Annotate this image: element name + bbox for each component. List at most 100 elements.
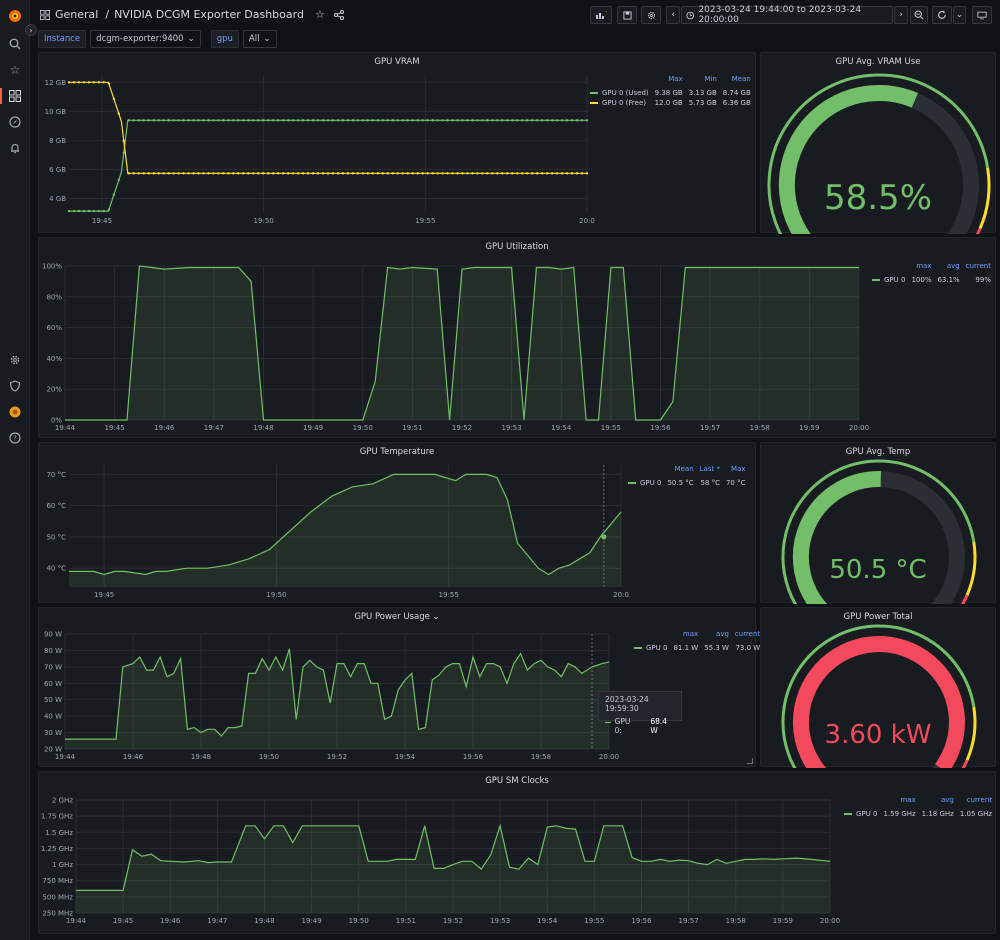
gpu-vram-panel[interactable]: GPU VRAM 4 GB 6 GB 8 GB 10 GB 12 GB 19:45 19:5… <box>38 52 756 233</box>
legend-series-name: GPU 0 <box>640 479 662 487</box>
configuration-gear-icon[interactable] <box>7 352 23 368</box>
x-tick-label: 19:58 <box>531 753 551 761</box>
legend-row[interactable]: GPU 0 1.59 GHz 1.18 GHz 1.05 GHz <box>841 809 995 819</box>
legend-row[interactable]: GPU 0 81.1 W 55.3 W 73.0 W <box>631 643 763 653</box>
zoom-out-icon <box>914 10 924 20</box>
dashboard-settings-button[interactable] <box>641 6 661 24</box>
refresh-button[interactable] <box>932 6 952 24</box>
sidebar-expand-button[interactable]: › <box>25 24 37 36</box>
series-point <box>217 172 220 175</box>
series-point <box>560 172 564 175</box>
series-point <box>346 172 350 175</box>
time-range-picker[interactable]: 2023-03-24 19:44:00 to 2023-03-24 20:00:… <box>681 5 893 25</box>
series-point <box>127 172 130 175</box>
time-shift-forward-button[interactable]: › <box>894 6 908 24</box>
gpu-vram-chart[interactable]: 4 GB 6 GB 8 GB 10 GB 12 GB 19:45 19:50 19:55 20:… <box>39 53 757 234</box>
legend-header[interactable]: current <box>966 796 993 804</box>
tv-mode-button[interactable] <box>972 6 992 24</box>
series-point <box>102 81 106 84</box>
legend-header[interactable]: max <box>916 262 932 270</box>
legend-header[interactable]: Last * <box>699 465 720 473</box>
gpu-utilization-chart[interactable]: 0% 20% 40% 60% 80% 100% 19:44 19:45 19:46 19:47 19… <box>39 238 997 439</box>
y-tick-label: 1.5 GHz <box>45 829 73 837</box>
explore-icon[interactable] <box>7 114 23 130</box>
series-point <box>486 119 489 122</box>
legend-header[interactable]: Mean <box>731 75 751 83</box>
legend-value: 50.5 °C <box>667 479 694 487</box>
legend-row[interactable]: GPU 0 (Free) 12.0 GB 5.73 GB 6.36 GB <box>587 98 754 108</box>
series-point <box>316 119 320 122</box>
series-point <box>550 119 554 122</box>
gpu-utilization-panel[interactable]: GPU Utilization 0% 20% 40% 60% 80% 100% 19:44 1… <box>38 237 996 438</box>
series-point <box>222 172 225 175</box>
starred-icon[interactable]: ☆ <box>9 63 21 77</box>
dashboard-title[interactable]: NVIDIA DCGM Exporter Dashboard <box>114 8 304 21</box>
series-point <box>82 81 86 84</box>
series-area <box>65 648 609 749</box>
breadcrumb-folder[interactable]: General <box>55 8 99 21</box>
shield-icon[interactable] <box>7 378 23 394</box>
series-point <box>540 119 544 122</box>
series-area <box>65 266 859 420</box>
legend-header[interactable]: Max <box>668 75 683 83</box>
y-tick-label: 12 GB <box>45 79 67 87</box>
legend-header[interactable]: avg <box>940 796 954 804</box>
share-icon[interactable] <box>333 9 344 20</box>
series-point <box>272 172 275 175</box>
series-point <box>182 119 185 122</box>
y-tick-label: 70 °C <box>46 471 66 479</box>
zoom-out-button[interactable] <box>910 6 928 24</box>
chevron-down-icon[interactable]: ⌄ <box>432 612 440 622</box>
series-point <box>202 172 205 175</box>
x-tick-label: 20:0 <box>579 217 595 225</box>
panel-resize-handle[interactable] <box>747 758 753 764</box>
legend-row[interactable]: GPU 0 50.5 °C 58 °C 70 °C <box>625 478 749 488</box>
series-point <box>132 172 135 175</box>
gpu-sm-clocks-chart[interactable]: 250 MHz 500 MHz 750 MHz 1 GHz 1.25 GHz 1.5 GH… <box>39 772 997 935</box>
series-point <box>416 119 419 122</box>
refresh-interval-dropdown[interactable]: ⌄ <box>953 6 966 24</box>
search-icon[interactable] <box>7 36 23 52</box>
legend-header[interactable]: max <box>900 796 916 804</box>
gpu-power-usage-panel[interactable]: GPU Power Usage ⌄ 20 W 30 W 40 W 50 W 60 W 70… <box>38 607 760 768</box>
series-point <box>446 172 449 175</box>
series-point <box>351 119 355 122</box>
series-point <box>137 172 140 175</box>
gpu-temperature-panel[interactable]: GPU Temperature 40 °C 50 °C 60 °C 70 °C 19:4… <box>38 442 756 603</box>
x-tick-label: 19:45 <box>92 217 112 225</box>
legend-header[interactable]: avg <box>716 630 729 638</box>
gpu-power-total-gauge-panel[interactable]: GPU Power Total 3.60 kW <box>760 607 996 768</box>
legend-header[interactable]: current <box>734 630 761 638</box>
time-shift-back-button[interactable]: ‹ <box>666 6 680 24</box>
help-icon[interactable]: ? <box>7 430 23 446</box>
add-panel-button[interactable]: + <box>590 6 612 24</box>
legend-series-name: GPU 0 <box>856 810 878 818</box>
legend-header[interactable]: Min <box>704 75 717 83</box>
gpu-power-chart[interactable]: 20 W 30 W 40 W 50 W 60 W 70 W 80 W 90 W 19:44 19:… <box>39 608 757 768</box>
gpu-select[interactable]: All ⌄ <box>242 30 277 48</box>
legend-header[interactable]: avg <box>946 262 960 270</box>
alerting-bell-icon[interactable] <box>7 140 23 156</box>
legend-header[interactable]: Mean <box>674 465 694 473</box>
dashboards-icon[interactable] <box>0 88 23 104</box>
legend-header[interactable]: current <box>965 262 991 270</box>
save-dashboard-button[interactable] <box>617 6 637 24</box>
grafana-logo-icon[interactable] <box>7 8 23 24</box>
instance-select[interactable]: dcgm-exporter:9400 ⌄ <box>90 30 201 48</box>
legend-row[interactable]: GPU 0 100% 63.1% 99% <box>869 275 994 285</box>
series-point <box>411 172 414 175</box>
legend-row[interactable]: GPU 0 (Used) 9.38 GB 3.13 GB 8.74 GB <box>587 88 754 98</box>
series-point <box>396 119 399 122</box>
series-point <box>580 119 584 122</box>
user-avatar-icon[interactable] <box>7 404 23 420</box>
series-point <box>177 119 180 122</box>
legend-value: 70 °C <box>725 479 746 487</box>
gpu-sm-clocks-panel[interactable]: GPU SM Clocks 250 MHz 500 MHz 750 MHz 1 GHz… <box>38 771 996 934</box>
star-dashboard-icon[interactable]: ☆ <box>314 8 325 21</box>
series-point <box>202 119 205 122</box>
gpu-avg-vram-gauge-panel[interactable]: GPU Avg. VRAM Use 58.5% <box>760 52 996 234</box>
legend-header[interactable]: max <box>682 630 699 638</box>
gpu-avg-temp-gauge-panel[interactable]: GPU Avg. Temp 50.5 °C <box>760 442 996 604</box>
gpu-temperature-chart[interactable]: 40 °C 50 °C 60 °C 70 °C 19:45 19:50 19:55 20:0 <box>39 443 757 604</box>
legend-header[interactable]: Max <box>731 465 746 473</box>
